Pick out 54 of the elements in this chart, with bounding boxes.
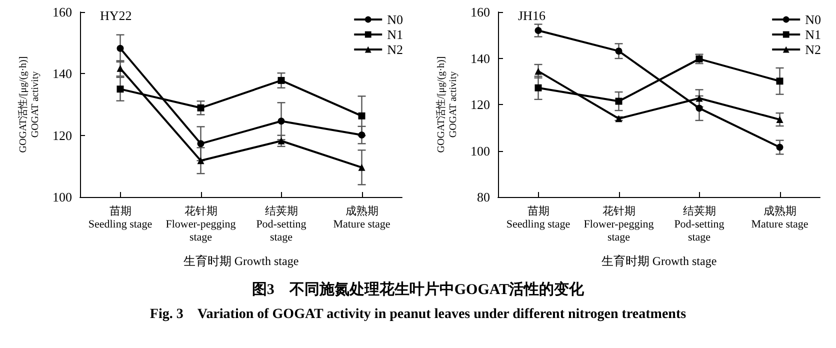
point [696,94,703,102]
y-tick-label: 140 [470,50,490,66]
legend-label: N2 [805,42,821,57]
chart-title: HY22 [100,8,132,23]
legend-label: N1 [805,27,821,42]
y-tick-label: 160 [470,4,490,20]
point [615,48,622,55]
point [278,137,285,144]
x-tick-label: 结荚期 Pod-setting stage [256,204,307,244]
point [776,116,784,124]
x-tick-label: 苗期 Seedling stage [88,204,152,230]
point [696,104,703,112]
point [696,55,703,62]
point [534,68,542,75]
y-tick-label: 140 [52,66,72,82]
point [534,27,542,34]
point [116,86,124,93]
y-tick-label: 80 [477,190,490,204]
point [776,78,784,85]
y-axis-title: GOGAT活性/[μg/(g·h)] GOGAT activity [435,56,460,153]
x-tick-label: 成熟期 Mature stage [751,204,808,230]
point [278,118,285,125]
y-tick-label: 100 [52,190,72,204]
y-tick-label: 100 [470,143,490,158]
point [197,157,204,164]
y-tick-label: 120 [470,97,490,112]
point [615,98,622,105]
point [358,164,366,171]
point [278,76,285,84]
x-tick-label: 花针期 Flower-pegging stage [166,204,236,244]
point [358,132,366,139]
caption: 图3 不同施氮处理花生叶片中GOGAT活性的变化 [250,280,586,299]
x-tick-label: 结荚期 Pod-setting stage [674,204,725,244]
x-tick-label: 苗期 Seedling stage [506,204,570,230]
point [197,140,204,148]
x-tick-label: 花针期 Flower-pegging stage [584,204,654,244]
legend-label: N0 [805,12,821,27]
y-axis-title: GOGAT活性/[μg/(g·h)] GOGAT activity [17,56,42,153]
point [534,84,542,92]
legend-label: N1 [387,27,403,42]
y-tick-label: 160 [52,4,72,20]
point [116,44,124,52]
x-tick-label: 成熟期 Mature stage [333,204,390,230]
y-tick-label: 120 [52,128,72,143]
point [358,112,366,120]
caption: Fig. 3 Variation of GOGAT activity in peanut leaves under different nitrogen treatments [148,306,688,323]
point [197,104,204,112]
x-axis-title: 生育时期 Growth stage [601,254,717,268]
chart-title: JH16 [518,8,546,23]
legend-label: N2 [387,42,403,57]
point [776,144,784,151]
x-axis-title: 生育时期 Growth stage [183,254,299,268]
legend-label: N0 [387,12,403,27]
point [116,64,124,72]
